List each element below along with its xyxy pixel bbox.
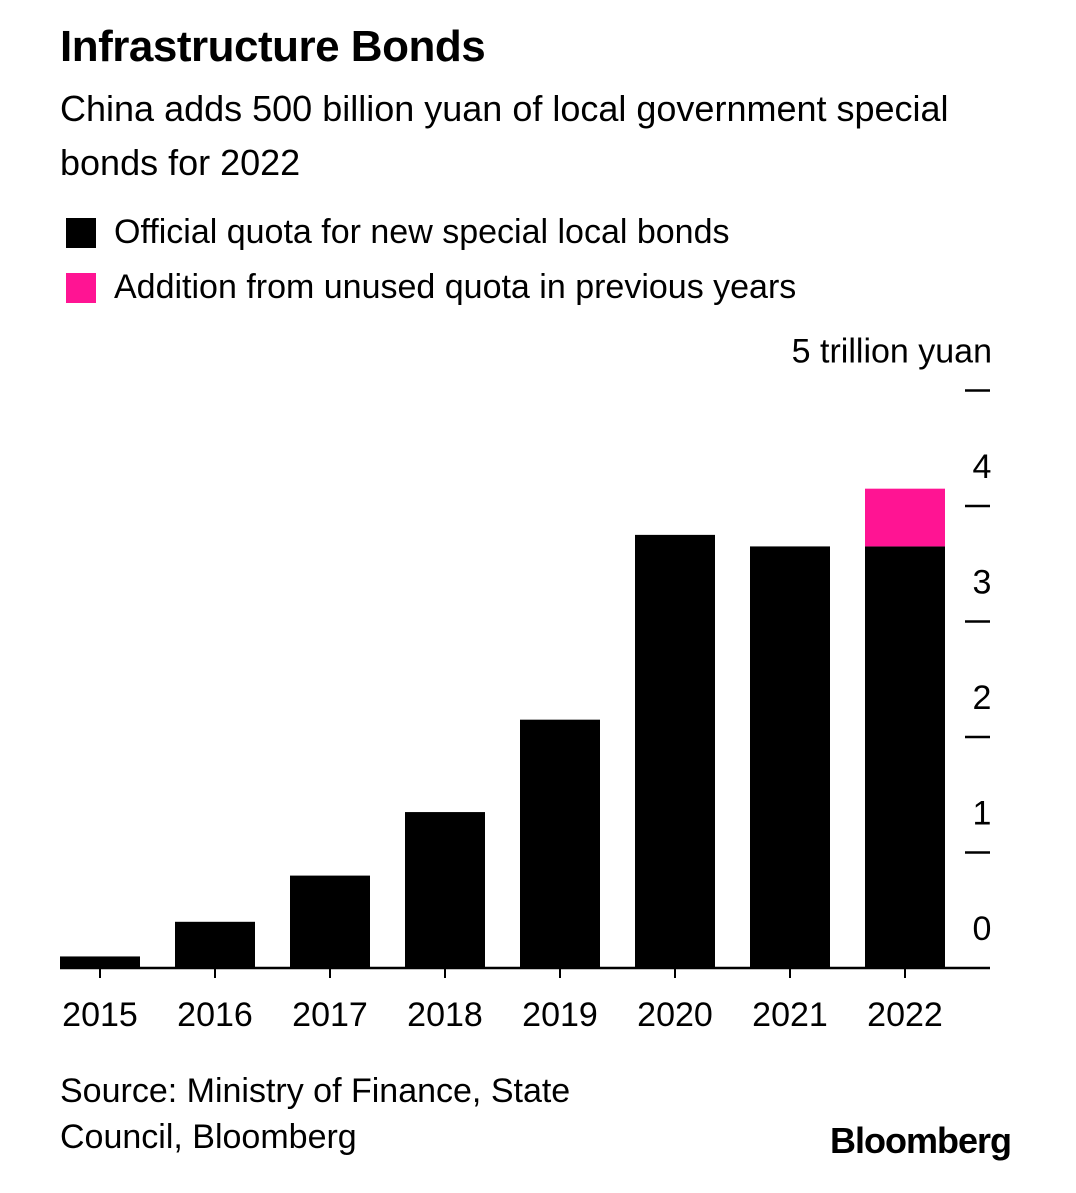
y-tick-label-3: 3 [973,564,992,602]
y-tick-label-1: 1 [973,795,992,833]
x-tick-label-2016: 2016 [177,996,253,1034]
bar-chart: 2015 2016 2017 2018 2019 2020 2021 2022 0 1 2 3 4 5 t… [60,333,992,1034]
bloomberg-logo: Bloomberg [830,1120,1012,1161]
x-tick-label-2018: 2018 [407,996,483,1034]
legend-swatch-addition [66,272,96,303]
x-tick-label-2022: 2022 [867,996,943,1034]
y-tick-label-4: 4 [973,448,992,486]
chart-title: Infrastructure Bonds [60,22,486,71]
x-tick-label-2017: 2017 [292,996,368,1034]
chart-subtitle: China adds 500 billion yuan of local gov… [60,88,949,183]
y-tick-label-0: 0 [973,910,992,948]
bar-2016-series-0 [175,921,255,968]
legend-item-addition: Addition from unused quota in previous y… [66,260,796,315]
x-tick-label-2020: 2020 [637,996,713,1034]
source-note: Source: Ministry of Finance, State Counc… [60,1072,571,1156]
bar-2019-series-0 [520,719,600,968]
bar-2022-series-1 [865,488,945,547]
legend-label-official: Official quota for new special local bon… [114,213,730,251]
x-tick-label-2019: 2019 [522,996,598,1034]
legend-label-addition: Addition from unused quota in previous y… [114,268,797,306]
bar-2015-series-0 [60,956,140,968]
legend-item-official: Official quota for new special local bon… [66,205,796,260]
bar-2017-series-0 [290,875,370,968]
y-tick-label-2: 2 [973,679,992,717]
x-tick-label-2015: 2015 [62,996,138,1034]
legend-swatch-official [66,217,96,248]
bar-2022-series-0 [865,546,945,968]
bar-2021-series-0 [750,546,830,968]
x-tick-label-2021: 2021 [752,996,828,1034]
bar-2018-series-0 [405,812,485,968]
bar-2020-series-0 [635,534,715,968]
legend: Official quota for new special local bon… [66,205,796,315]
y-axis-label: 5 trillion yuan [792,333,992,371]
